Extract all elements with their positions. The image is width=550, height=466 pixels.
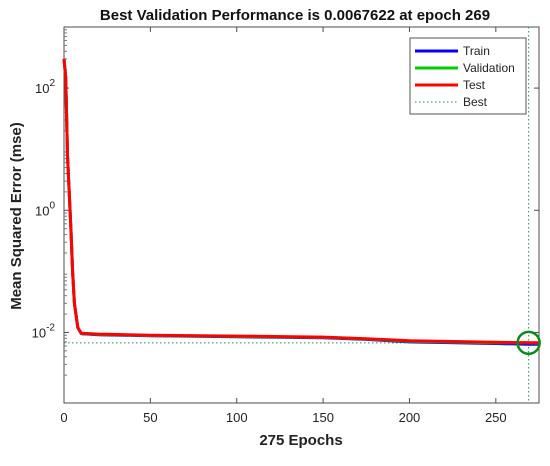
series-layer bbox=[62, 58, 540, 346]
y-axis-label: Mean Squared Error (mse) bbox=[8, 122, 25, 310]
x-tick-label: 0 bbox=[60, 410, 67, 425]
y-tick-label: 10-2 bbox=[32, 322, 56, 340]
x-tick-label: 150 bbox=[312, 410, 334, 425]
legend-label-test: Test bbox=[463, 78, 486, 92]
chart-title: Best Validation Performance is 0.0067622… bbox=[100, 7, 490, 24]
best-layer bbox=[64, 27, 539, 403]
legend-items: Train Validation Test Best bbox=[415, 44, 515, 109]
x-tick-label: 200 bbox=[399, 410, 421, 425]
legend-label-train: Train bbox=[463, 44, 490, 58]
legend: Train Validation Test Best bbox=[409, 37, 527, 115]
x-tick-label: 100 bbox=[226, 410, 248, 425]
x-tick-label: 250 bbox=[485, 410, 507, 425]
x-tick-label: 50 bbox=[143, 410, 157, 425]
marker-layer bbox=[516, 330, 541, 356]
best-point-marker bbox=[516, 330, 541, 356]
legend-label-best: Best bbox=[463, 95, 488, 109]
y-tick-label: 102 bbox=[35, 78, 55, 96]
series-line-test bbox=[62, 58, 539, 345]
legend-label-validation: Validation bbox=[463, 61, 515, 75]
x-axis-label: 275 Epochs bbox=[259, 432, 342, 449]
y-tick-label: 100 bbox=[35, 200, 55, 218]
ticks-layer: 0 50 100 150 200 250 10-2 100 102 bbox=[32, 27, 539, 425]
